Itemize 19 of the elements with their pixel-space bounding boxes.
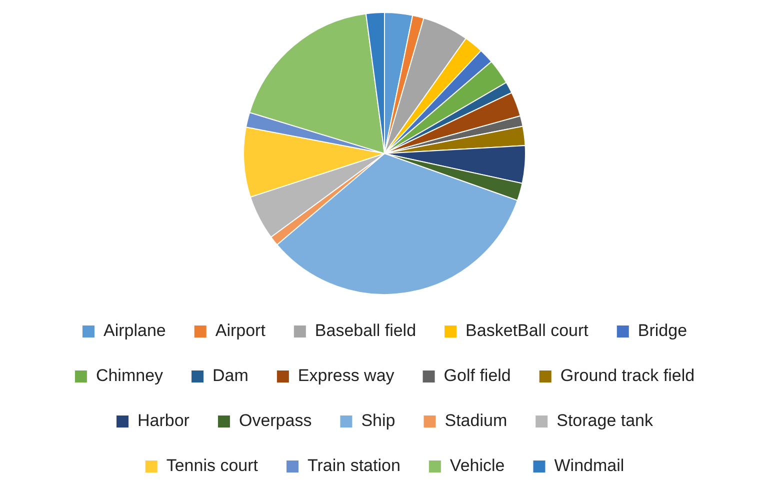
legend-label: Golf field — [444, 366, 511, 386]
legend-label: Ground track field — [560, 366, 695, 386]
legend-label: Chimney — [96, 366, 164, 386]
legend-label: Vehicle — [450, 456, 505, 476]
legend-label: Train station — [308, 456, 400, 476]
legend-label: Dam — [212, 366, 248, 386]
legend-label: Tennis court — [166, 456, 258, 476]
legend-label: Stadium — [444, 411, 508, 430]
legend-label: Ship — [361, 411, 396, 430]
legend-label: Airplane — [103, 321, 166, 340]
legend-label: Windmail — [554, 456, 624, 476]
legend-label: Storage tank — [556, 411, 654, 430]
legend-label: Airport — [215, 321, 266, 340]
legend-label: BasketBall court — [466, 321, 589, 340]
legend-label: Harbor — [138, 411, 190, 430]
legend-label: Express way — [298, 366, 395, 386]
legend-label: Overpass — [238, 411, 312, 430]
legend-label: Baseball field — [314, 321, 416, 340]
legend-label: Bridge — [638, 321, 688, 340]
